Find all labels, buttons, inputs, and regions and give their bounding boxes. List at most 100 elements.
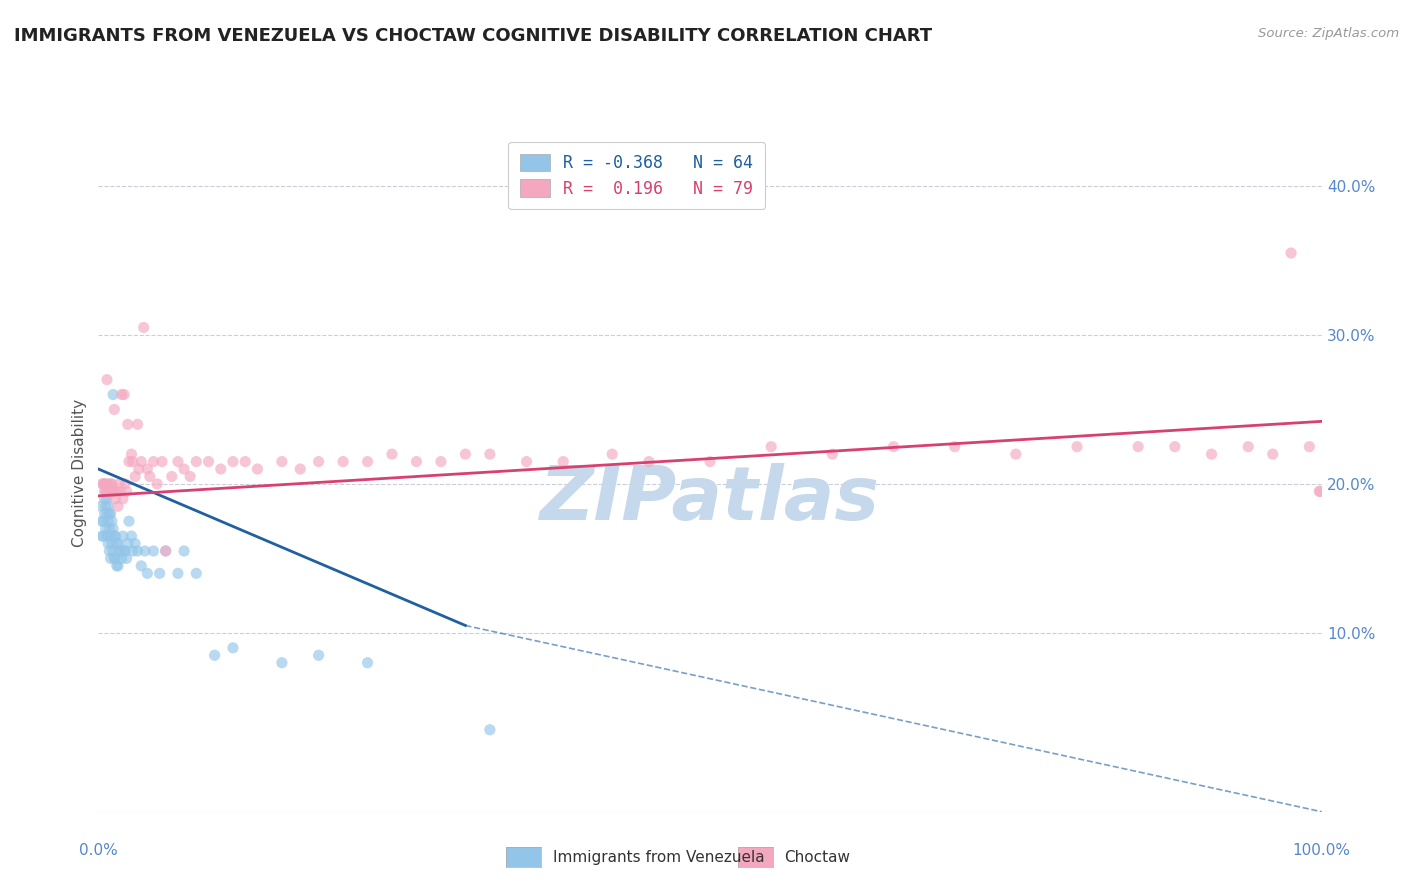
Point bbox=[1164, 440, 1187, 454]
Point bbox=[1298, 440, 1320, 454]
Point bbox=[1261, 447, 1284, 461]
Point bbox=[246, 462, 269, 476]
Point bbox=[270, 656, 294, 670]
Point bbox=[356, 454, 378, 468]
Point bbox=[197, 454, 219, 468]
Point bbox=[93, 484, 115, 499]
Point bbox=[1309, 484, 1331, 499]
Point bbox=[94, 484, 117, 499]
Point bbox=[134, 544, 156, 558]
Point bbox=[308, 648, 330, 663]
Legend: R = -0.368   N = 64, R =  0.196   N = 79: R = -0.368 N = 64, R = 0.196 N = 79 bbox=[509, 142, 765, 210]
Point bbox=[90, 500, 112, 514]
Point bbox=[97, 500, 120, 514]
Point bbox=[120, 447, 142, 461]
Point bbox=[1066, 440, 1088, 454]
Text: Choctaw: Choctaw bbox=[785, 850, 851, 864]
Text: 0.0%: 0.0% bbox=[79, 843, 118, 858]
Point bbox=[91, 514, 114, 528]
Point bbox=[105, 558, 128, 573]
Point bbox=[101, 514, 124, 528]
Point bbox=[93, 507, 115, 521]
Point bbox=[104, 529, 127, 543]
Point bbox=[100, 477, 122, 491]
Point bbox=[93, 477, 115, 491]
Point bbox=[114, 477, 136, 491]
Point bbox=[222, 640, 245, 655]
Point bbox=[96, 373, 118, 387]
Point bbox=[103, 484, 125, 499]
Point bbox=[100, 507, 122, 521]
Point bbox=[121, 544, 143, 558]
Point bbox=[120, 529, 142, 543]
Point bbox=[105, 484, 128, 499]
Point bbox=[118, 514, 141, 528]
Point bbox=[96, 529, 118, 543]
Point bbox=[167, 566, 190, 581]
Point bbox=[96, 484, 118, 499]
Point bbox=[97, 536, 120, 550]
Point bbox=[129, 454, 152, 468]
Point bbox=[155, 544, 177, 558]
Point bbox=[101, 536, 124, 550]
Point bbox=[103, 551, 125, 566]
Point bbox=[97, 514, 120, 528]
Point bbox=[127, 417, 149, 432]
Point bbox=[1308, 484, 1330, 499]
Point bbox=[111, 491, 134, 506]
Point bbox=[128, 462, 150, 476]
Point bbox=[117, 536, 139, 550]
Point bbox=[173, 462, 195, 476]
Point bbox=[124, 469, 146, 483]
Point bbox=[638, 454, 661, 468]
Point bbox=[93, 491, 115, 506]
Point bbox=[104, 551, 127, 566]
Point bbox=[101, 477, 124, 491]
Point bbox=[91, 529, 114, 543]
Point bbox=[101, 522, 124, 536]
Point bbox=[121, 454, 143, 468]
Point bbox=[111, 387, 134, 401]
Point bbox=[110, 544, 132, 558]
Point bbox=[1128, 440, 1150, 454]
Point bbox=[454, 447, 477, 461]
Point bbox=[173, 544, 195, 558]
Point bbox=[139, 469, 162, 483]
Point bbox=[97, 477, 120, 491]
Text: IMMIGRANTS FROM VENEZUELA VS CHOCTAW COGNITIVE DISABILITY CORRELATION CHART: IMMIGRANTS FROM VENEZUELA VS CHOCTAW COG… bbox=[14, 27, 932, 45]
Point bbox=[117, 417, 139, 432]
Point bbox=[94, 522, 117, 536]
Point bbox=[91, 514, 114, 528]
Point bbox=[1201, 447, 1223, 461]
Point bbox=[124, 536, 146, 550]
Point bbox=[515, 454, 537, 468]
Point bbox=[356, 656, 378, 670]
Point bbox=[150, 454, 173, 468]
Point bbox=[118, 454, 141, 468]
Point bbox=[478, 447, 501, 461]
Point bbox=[136, 462, 159, 476]
Point bbox=[94, 500, 117, 514]
Text: Source: ZipAtlas.com: Source: ZipAtlas.com bbox=[1258, 27, 1399, 40]
Point bbox=[111, 551, 134, 566]
Point bbox=[100, 484, 122, 499]
Point bbox=[381, 447, 404, 461]
Point bbox=[179, 469, 201, 483]
Point bbox=[103, 402, 125, 417]
Point bbox=[91, 477, 114, 491]
Point bbox=[160, 469, 183, 483]
Point bbox=[129, 558, 152, 573]
Text: Immigrants from Venezuela: Immigrants from Venezuela bbox=[553, 850, 765, 864]
Point bbox=[332, 454, 354, 468]
Point bbox=[100, 551, 122, 566]
Point bbox=[111, 529, 134, 543]
Point bbox=[98, 484, 121, 499]
Point bbox=[600, 447, 623, 461]
Point bbox=[94, 477, 117, 491]
Point bbox=[100, 529, 122, 543]
Text: ZIPatlas: ZIPatlas bbox=[540, 463, 880, 536]
Point bbox=[430, 454, 453, 468]
Point bbox=[110, 484, 132, 499]
Point bbox=[101, 484, 124, 499]
Point bbox=[91, 477, 114, 491]
